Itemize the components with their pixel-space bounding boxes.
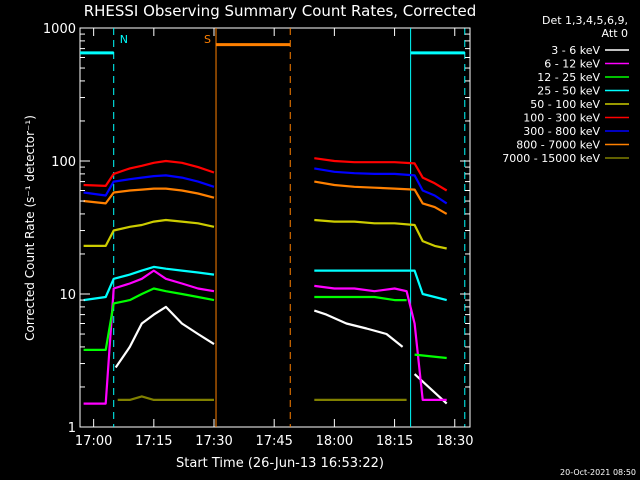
x-tick-label: 18:15 [376,434,413,449]
annotation-label-night: N [120,33,128,46]
x-axis-label: Start Time (26-Jun-13 16:53:22) [176,456,384,471]
y-axis-label: Corrected Count Rate (s⁻¹ detector⁻¹) [23,115,37,341]
series-line-3 [83,265,447,302]
y-tick-label: 10 [59,288,76,303]
legend-label: 800 - 7000 keV [516,139,600,152]
legend-label: 50 - 100 keV [530,98,600,111]
y-tick-label: 1000 [43,22,76,37]
x-tick-label: 18:00 [316,434,353,449]
footer-timestamp: 20-Oct-2021 08:50 [560,468,636,477]
series-line-6 [83,167,448,205]
legend-label: 25 - 50 keV [537,85,600,98]
legend-label: 100 - 300 keV [523,112,600,125]
legend-label: 3 - 6 keV [551,44,600,57]
series-line-7 [83,180,448,215]
series-line-1 [83,269,447,405]
annotation-label-saa: S [204,33,211,46]
series-line-5 [83,157,448,192]
x-tick-label: 17:45 [255,434,292,449]
legend-label: 6 - 12 keV [544,58,600,71]
series-line-2 [83,287,447,360]
legend-label: 12 - 25 keV [537,71,600,84]
axes-group: 17:00 17:15 17:30 17:45 18:00 18:15 18:30 1 10 10… [43,22,474,449]
legend-label: 300 - 800 keV [523,125,600,138]
legend-header-line-2: Att 0 [602,27,628,40]
legend-header-line-1: Det 1,3,4,5,6,9, [542,14,628,27]
y-tick-label: 1 [68,421,76,436]
plot-frame [79,27,471,428]
chart-title: RHESSI Observing Summary Count Rates, Co… [84,2,477,20]
y-tick-label: 100 [51,155,76,170]
x-tick-label: 18:30 [436,434,473,449]
x-tick-label: 17:30 [195,434,232,449]
series-line-4 [83,218,447,250]
x-tick-label: 17:00 [75,434,112,449]
x-tick-label: 17:15 [135,434,172,449]
series-group [83,157,448,405]
legend-label: 7000 - 15000 keV [502,152,600,165]
